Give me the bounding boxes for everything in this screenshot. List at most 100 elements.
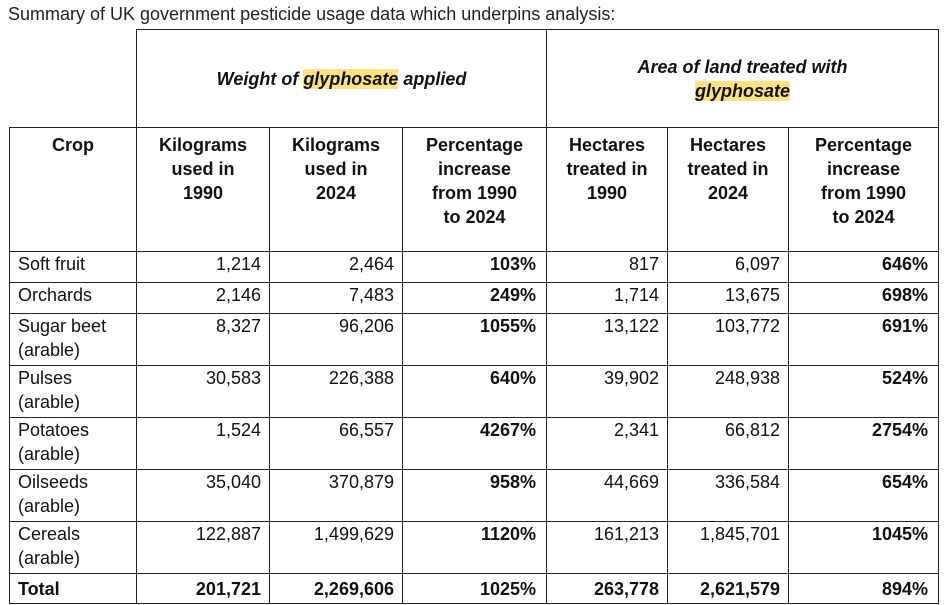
ha-1990-cell: 1,714: [546, 282, 669, 314]
kg-1990-cell: 1,214: [136, 251, 270, 283]
ha-pct-cell: 654%: [788, 469, 940, 522]
table-row: Potatoes (arable) 1,524 66,557 4267% 2,341 66,…: [9, 417, 940, 470]
total-label: Total: [9, 573, 137, 604]
ha-2024-cell: 103,772: [667, 313, 790, 366]
kg-1990-cell: 35,040: [136, 469, 270, 522]
header-line: 1990: [586, 183, 628, 203]
header-line: 2024: [707, 183, 749, 203]
col-header-kg-pct: Percentage increase from 1990 to 2024: [401, 127, 548, 252]
crop-name-line: Pulses: [18, 368, 73, 388]
table-row: Cereals (arable) 122,887 1,499,629 1120% 161,…: [9, 521, 940, 574]
crop-name-cell: Cereals (arable): [9, 521, 137, 574]
header-line: from 1990: [821, 183, 907, 203]
column-header-row: Crop Kilograms used in 1990 Kilograms used …: [9, 127, 940, 252]
table-row: Pulses (arable) 30,583 226,388 640% 39,902 248…: [9, 365, 940, 418]
ha-1990-cell: 161,213: [546, 521, 669, 574]
ha-1990-cell: 2,341: [546, 417, 669, 470]
header-line: Kilograms: [291, 135, 381, 155]
ha-pct-cell: 1045%: [788, 521, 940, 574]
table-body: Soft fruit 1,214 2,464 103% 817 6,097 646% Orch…: [9, 251, 940, 604]
kg-2024-cell: 370,879: [269, 469, 403, 522]
crop-name-cell: Sugar beet (arable): [9, 313, 137, 366]
kg-2024-cell: 66,557: [269, 417, 403, 470]
ha-2024-cell: 1,845,701: [667, 521, 790, 574]
kg-pct-cell: 640%: [401, 365, 548, 418]
header-line: used in: [304, 159, 368, 179]
total-ha-1990: 263,778: [546, 573, 669, 604]
ha-1990-cell: 13,122: [546, 313, 669, 366]
header-line: increase: [826, 159, 901, 179]
total-ha-2024: 2,621,579: [667, 573, 790, 604]
kg-2024-cell: 96,206: [269, 313, 403, 366]
total-kg-pct: 1025%: [401, 573, 548, 604]
ha-pct-cell: 691%: [788, 313, 940, 366]
header-line: Hectares: [689, 135, 767, 155]
header-line: Percentage: [425, 135, 524, 155]
total-row: Total 201,721 2,269,606 1025% 263,778 2,…: [9, 573, 940, 604]
kg-pct-cell: 249%: [401, 282, 548, 314]
col-header-ha-1990: Hectares treated in 1990: [546, 127, 669, 252]
kg-1990-cell: 122,887: [136, 521, 270, 574]
crop-name-cell: Soft fruit: [9, 251, 137, 283]
header-line: to 2024: [832, 207, 895, 227]
area-group-line1: Area of land treated with: [637, 56, 848, 77]
kg-2024-cell: 2,464: [269, 251, 403, 283]
col-header-ha-2024: Hectares treated in 2024: [667, 127, 790, 252]
col-header-crop: Crop: [9, 127, 137, 252]
header-line: increase: [437, 159, 512, 179]
crop-name-cell: Potatoes (arable): [9, 417, 137, 470]
kg-2024-cell: 7,483: [269, 282, 403, 314]
table-row: Oilseeds (arable) 35,040 370,879 958% 44,669 3…: [9, 469, 940, 522]
crop-name-line: (arable): [18, 444, 81, 464]
header-line: 1990: [182, 183, 224, 203]
crop-name-line: Cereals: [18, 524, 81, 544]
header-line: Percentage: [814, 135, 913, 155]
header-line: used in: [171, 159, 235, 179]
kg-pct-cell: 103%: [401, 251, 548, 283]
total-ha-pct: 894%: [788, 573, 940, 604]
highlighted-term: glyphosate: [695, 80, 791, 101]
crop-name-cell: Orchards: [9, 282, 137, 314]
crop-name-cell: Oilseeds (arable): [9, 469, 137, 522]
table-caption: Summary of UK government pesticide usage…: [8, 4, 616, 24]
ha-1990-cell: 39,902: [546, 365, 669, 418]
header-line: treated in: [566, 159, 648, 179]
kg-pct-cell: 4267%: [401, 417, 548, 470]
header-line: to 2024: [443, 207, 506, 227]
ha-2024-cell: 336,584: [667, 469, 790, 522]
header-line: Kilograms: [158, 135, 248, 155]
col-header-kg-1990: Kilograms used in 1990: [136, 127, 270, 252]
kg-1990-cell: 2,146: [136, 282, 270, 314]
kg-2024-cell: 1,499,629: [269, 521, 403, 574]
crop-name-line: (arable): [18, 548, 81, 568]
crop-name-line: Oilseeds: [18, 472, 89, 492]
crop-name-line: Potatoes: [18, 420, 90, 440]
area-group-header: Area of land treated with glyphosate: [546, 29, 940, 128]
kg-1990-cell: 30,583: [136, 365, 270, 418]
ha-pct-cell: 2754%: [788, 417, 940, 470]
header-line: from 1990: [431, 183, 518, 203]
crop-name-line: Orchards: [18, 285, 93, 305]
header-line: Hectares: [568, 135, 646, 155]
col-header-kg-2024: Kilograms used in 2024: [269, 127, 403, 252]
highlighted-term: glyphosate: [303, 68, 399, 89]
crop-name-line: (arable): [18, 392, 81, 412]
ha-2024-cell: 66,812: [667, 417, 790, 470]
kg-pct-cell: 1055%: [401, 313, 548, 366]
ha-2024-cell: 6,097: [667, 251, 790, 283]
pesticide-usage-table: Weight of glyphosate applied Area of lan…: [9, 29, 940, 604]
ha-2024-cell: 248,938: [667, 365, 790, 418]
crop-name-cell: Pulses (arable): [9, 365, 137, 418]
crop-name-line: (arable): [18, 340, 81, 360]
kg-2024-cell: 226,388: [269, 365, 403, 418]
group-header-row: Weight of glyphosate applied Area of lan…: [9, 29, 940, 128]
empty-corner-cell: [9, 29, 137, 128]
table-row: Sugar beet (arable) 8,327 96,206 1055% 13,122…: [9, 313, 940, 366]
ha-pct-cell: 698%: [788, 282, 940, 314]
crop-name-line: Soft fruit: [18, 254, 86, 274]
kg-1990-cell: 8,327: [136, 313, 270, 366]
ha-2024-cell: 13,675: [667, 282, 790, 314]
total-kg-1990: 201,721: [136, 573, 270, 604]
crop-name-line: (arable): [18, 496, 81, 516]
kg-pct-cell: 958%: [401, 469, 548, 522]
